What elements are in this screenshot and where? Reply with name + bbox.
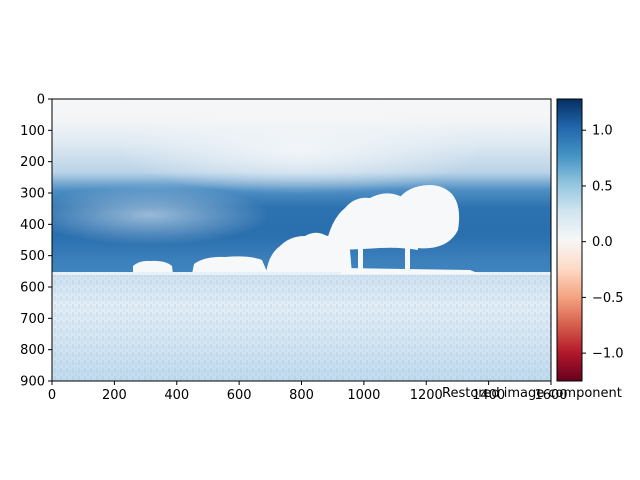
x-axis: 0 200 400 600 800 1000 1200 1400 1600 — [48, 381, 568, 403]
y-tick-label: 600 — [20, 281, 45, 296]
trunk-1 — [358, 244, 363, 274]
y-tick-label: 100 — [20, 124, 45, 139]
ground-strip — [340, 268, 480, 274]
x-tick-label: 1400 — [472, 388, 505, 403]
y-axis: 0 100 200 300 400 500 600 700 800 900 — [20, 93, 52, 390]
x-tick-label: 1600 — [534, 388, 567, 403]
y-tick-label: 500 — [20, 249, 45, 264]
y-tick-label: 700 — [20, 312, 45, 327]
colorbar-axis: −1.0 −0.5 0.0 0.5 1.0 — [582, 124, 624, 362]
cloud-glow-left — [52, 185, 270, 245]
y-tick-label: 300 — [20, 187, 45, 202]
x-tick-label: 600 — [227, 388, 252, 403]
x-tick-label: 1000 — [347, 388, 380, 403]
bush-1 — [133, 260, 173, 274]
image-caption: Restored image component — [442, 386, 622, 401]
horizon-line — [52, 272, 551, 275]
colorbar-tick-label: 0.5 — [592, 179, 613, 194]
heatmap-image — [52, 99, 551, 381]
y-tick-label: 400 — [20, 218, 45, 233]
colorbar-tick-label: 1.0 — [592, 124, 613, 139]
y-tick-label: 200 — [20, 155, 45, 170]
cloud-glow — [120, 105, 480, 195]
colorbar-tick-label: −1.0 — [592, 347, 624, 362]
grass-texture — [52, 274, 551, 381]
x-tick-label: 800 — [289, 388, 314, 403]
x-tick-label: 1200 — [410, 388, 443, 403]
y-tick-label: 900 — [20, 375, 45, 390]
x-tick-label: 200 — [102, 388, 127, 403]
x-tick-label: 0 — [48, 388, 56, 403]
y-tick-label: 800 — [20, 343, 45, 358]
x-tick-label: 400 — [164, 388, 189, 403]
trunk-2 — [405, 244, 410, 274]
bush-2 — [192, 256, 268, 274]
colorbar-gradient — [557, 99, 582, 381]
colorbar-tick-label: 0.0 — [592, 235, 613, 250]
colorbar-frame — [556, 98, 583, 382]
colorbar-tick-label: −0.5 — [592, 291, 624, 306]
horizon-silhouettes — [52, 185, 551, 275]
tree-canopy-2 — [392, 185, 460, 249]
y-tick-label: 0 — [37, 93, 45, 108]
